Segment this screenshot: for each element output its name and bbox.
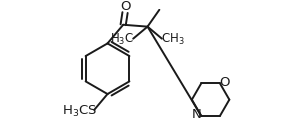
Text: CH$_3$: CH$_3$	[161, 32, 185, 47]
Text: H$_3$CS: H$_3$CS	[62, 104, 97, 119]
Text: O: O	[220, 76, 230, 89]
Text: H$_3$C: H$_3$C	[110, 32, 134, 47]
Text: O: O	[120, 0, 130, 13]
Text: N: N	[192, 108, 202, 121]
